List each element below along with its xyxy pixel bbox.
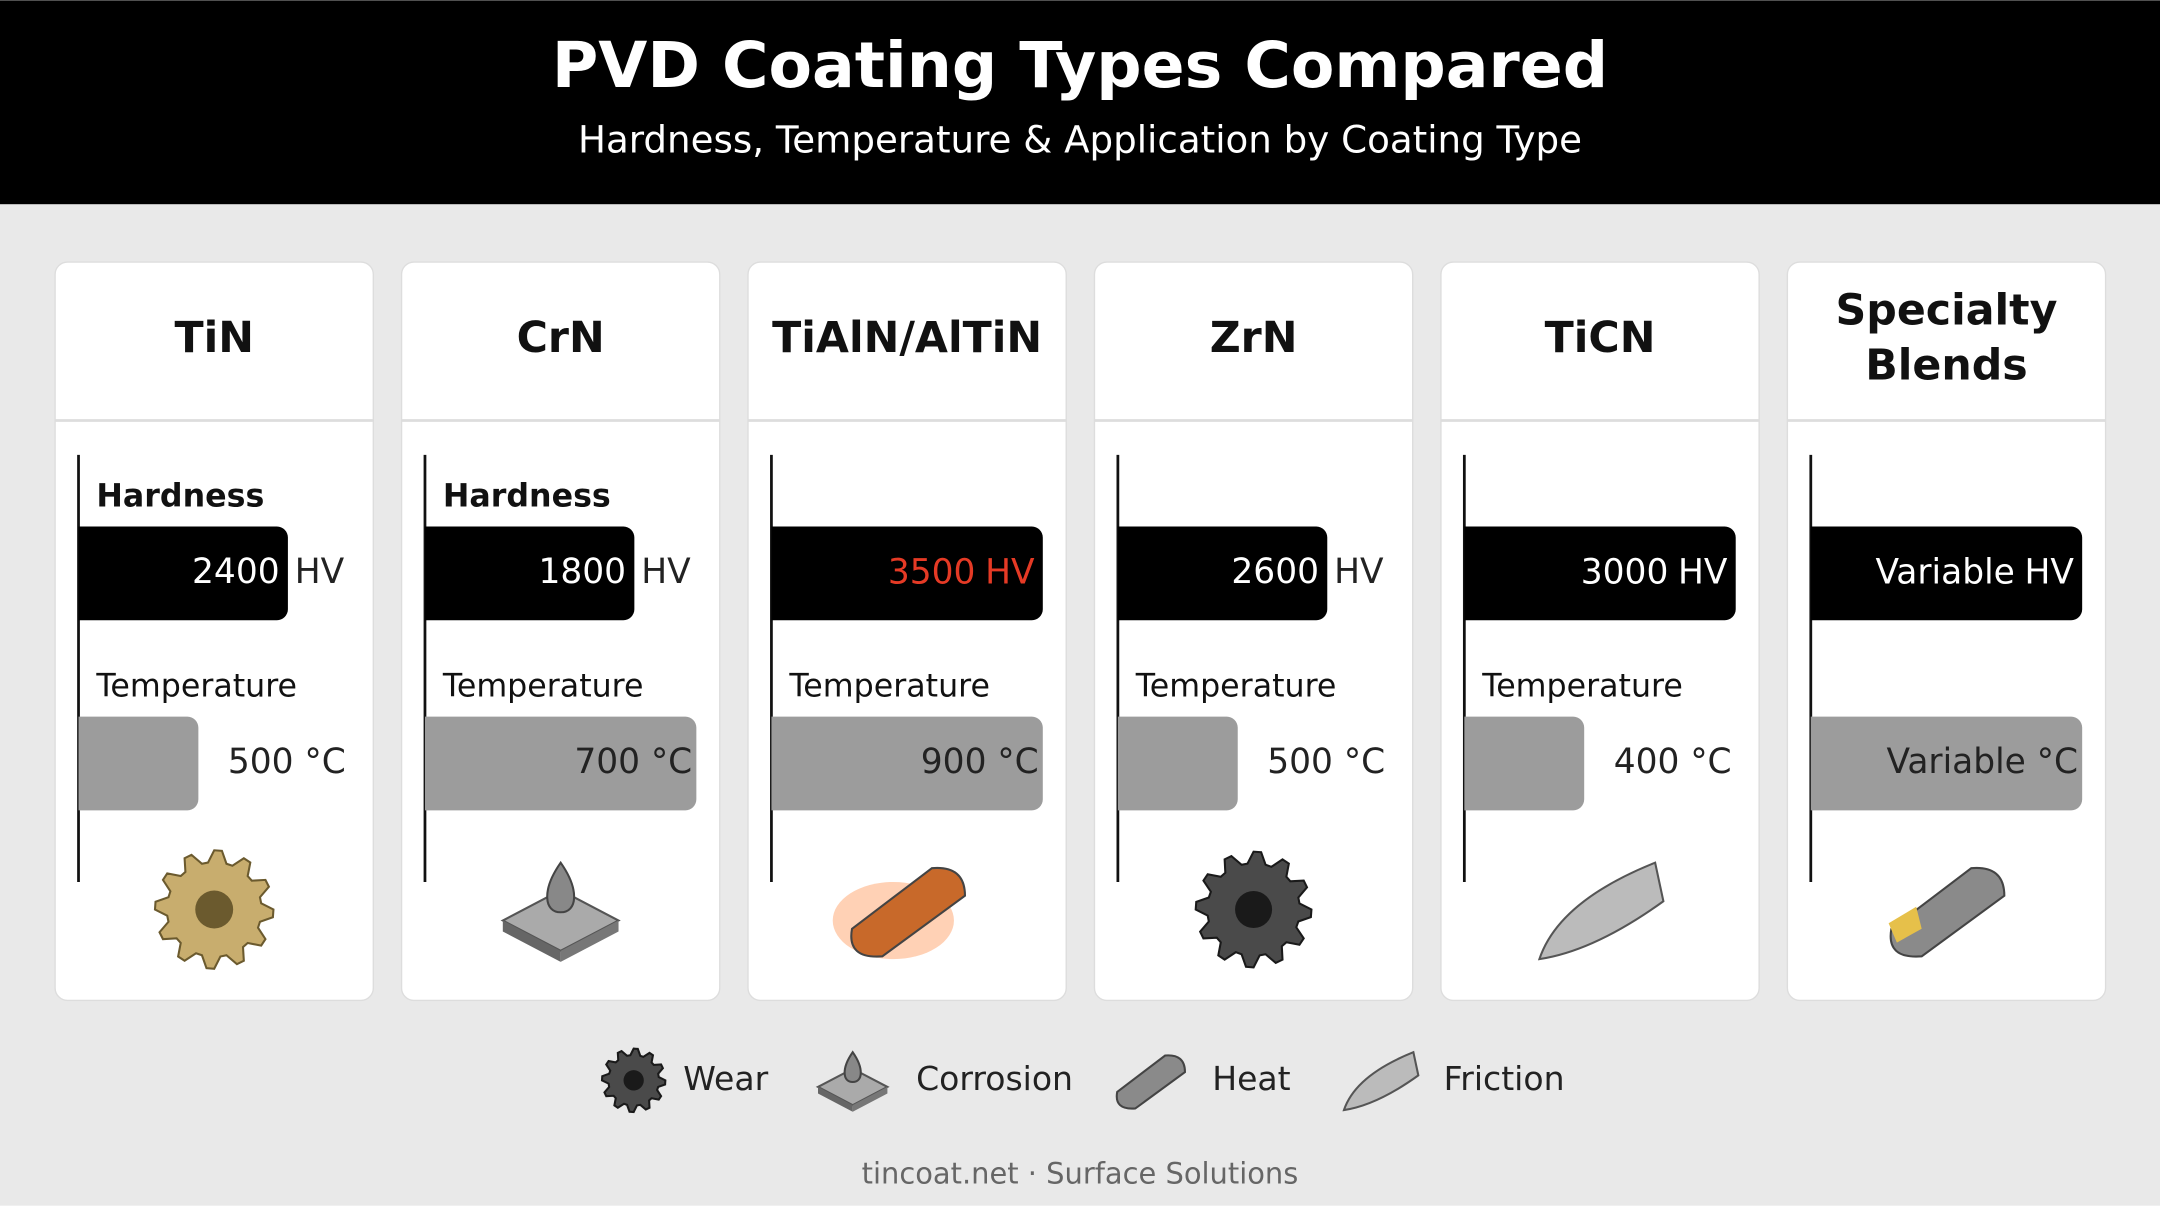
hardness-bar (1117, 526, 1328, 621)
temperature-label: Temperature (442, 669, 644, 705)
gear-hole (195, 890, 234, 929)
temperature-value: 500 °C (1267, 742, 1385, 782)
title: PVD Coating Types Compared (552, 28, 1608, 102)
hardness-bar (1464, 526, 1736, 621)
card-title: Blends (1865, 341, 2027, 391)
card (1786, 261, 2107, 1002)
bit-icon (1889, 866, 2006, 958)
gear-hole (1235, 890, 1273, 929)
hardness-bar (771, 526, 1043, 621)
hardness-unit: HV (1334, 552, 1384, 592)
temperature-bar (1810, 716, 2083, 811)
card-title: Specialty (1836, 286, 2058, 336)
temperature-label: Temperature (788, 669, 990, 705)
temperature-value: Variable °C (1886, 742, 2078, 782)
card (1093, 261, 1414, 1002)
hardness-unit: HV (641, 552, 691, 592)
droplet-icon (546, 860, 576, 914)
blade-icon (1342, 1050, 1420, 1112)
header-band (0, 0, 2160, 205)
temperature-value: 700 °C (574, 742, 692, 782)
card-title: TiAlN/AlTiN (772, 313, 1042, 363)
temperature-label: Temperature (1481, 669, 1683, 705)
gear-hole (623, 1070, 644, 1091)
card (1440, 261, 1760, 1002)
temperature-value: 900 °C (921, 742, 1039, 782)
temperature-bar (1117, 716, 1238, 811)
bit-icon (1115, 1054, 1187, 1110)
bit-icon (850, 866, 967, 958)
hardness-label: Hardness (443, 479, 611, 515)
temperature-label: Temperature (95, 669, 297, 705)
hardness-unit: HV (295, 552, 345, 592)
hardness-value: 3500 HV (888, 552, 1035, 592)
card-title: ZrN (1210, 313, 1298, 363)
hardness-unit: HV (2024, 552, 2074, 592)
footer: tincoat.net · Surface Solutions (862, 1156, 1299, 1190)
hardness-number: Variable (1875, 552, 2014, 592)
hardness-value: 2400 (192, 552, 280, 592)
temperature-value: 400 °C (1614, 742, 1732, 782)
plate-side (817, 1086, 853, 1112)
hardness-unit: HV (985, 552, 1035, 592)
insert-tip (1888, 906, 1922, 943)
hardness-bar (78, 526, 288, 621)
temperature-value: 500 °C (228, 742, 346, 782)
plate-side (560, 920, 619, 962)
legend-label: Friction (1444, 1059, 1565, 1098)
hardness-value: 1800 (538, 552, 626, 592)
card (400, 261, 721, 1002)
hardness-label: Hardness (96, 479, 264, 515)
hardness-number: 3000 (1581, 552, 1669, 592)
temperature-label: Temperature (1135, 669, 1337, 705)
blade-icon (1537, 861, 1665, 961)
hardness-number: 3500 (888, 552, 976, 592)
legend-label: Wear (683, 1059, 768, 1098)
temperature-bar (1464, 716, 1585, 811)
card (747, 261, 1067, 1002)
plate-side (852, 1086, 888, 1112)
card-title: TiN (174, 313, 253, 363)
legend-label: Corrosion (916, 1059, 1073, 1098)
hardness-value: Variable HV (1875, 552, 2074, 592)
hardness-bar (1810, 526, 2083, 621)
card (54, 261, 375, 1002)
subtitle: Hardness, Temperature & Application by C… (578, 118, 1582, 162)
card-title: CrN (517, 313, 605, 363)
card-title: TiCN (1545, 313, 1656, 363)
hardness-value: 2600 (1231, 552, 1319, 592)
plate-side (502, 920, 561, 962)
temperature-bar (78, 716, 199, 811)
droplet-icon (843, 1050, 862, 1084)
hardness-value: 3000 HV (1581, 552, 1728, 592)
temperature-bar (424, 716, 697, 811)
temperature-bar (771, 716, 1043, 811)
hardness-bar (424, 526, 635, 621)
hardness-unit: HV (1678, 552, 1728, 592)
legend-label: Heat (1212, 1059, 1290, 1098)
